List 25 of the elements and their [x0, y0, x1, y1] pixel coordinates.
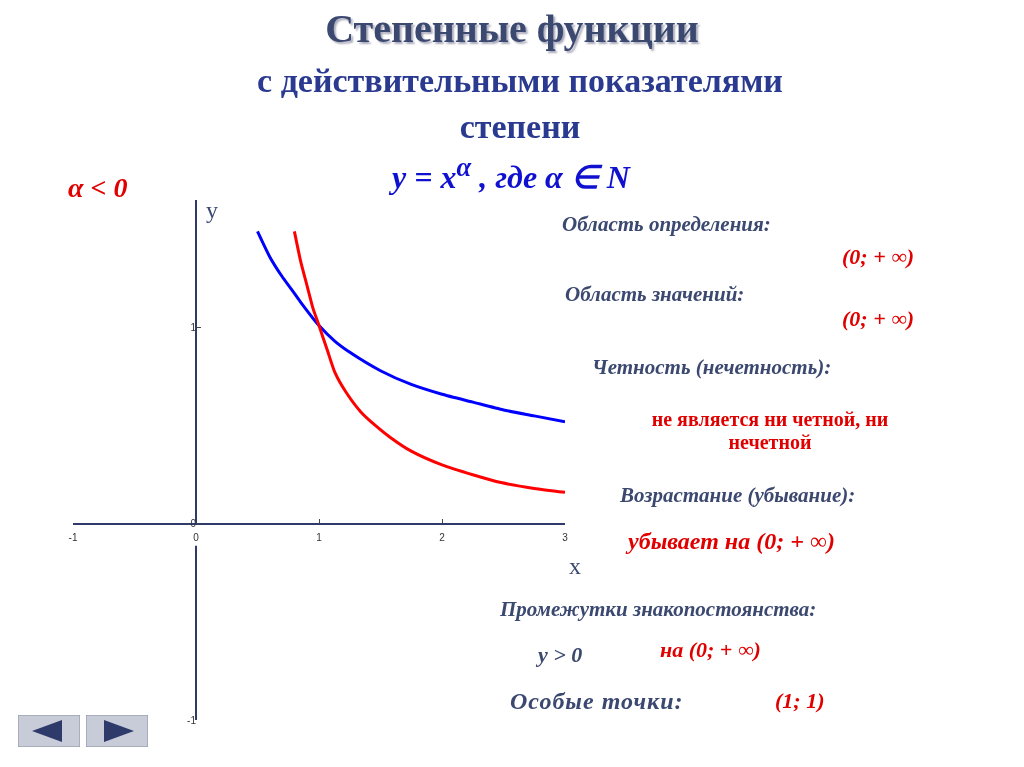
x-tick-label: -1: [68, 531, 78, 543]
x-tick-label: 3: [562, 531, 569, 543]
x-tick-label: 2: [439, 531, 446, 543]
y-tick-label: -1: [187, 714, 197, 726]
text: (0; + ∞): [842, 244, 915, 270]
x-axis-title: x: [569, 553, 581, 579]
annotation: Область значений:: [565, 282, 745, 307]
text: (0; + ∞): [842, 306, 915, 332]
text: Возрастание (убывание):: [620, 483, 856, 508]
text: Четность (нечетность):: [592, 355, 832, 380]
text: (1; 1): [775, 688, 825, 714]
annotation: Область определения:: [562, 212, 771, 237]
chart-title: Степенные функции: [324, 5, 700, 52]
text: на (0; + ∞): [660, 637, 761, 663]
y-tick-label: 1: [190, 322, 197, 334]
annotation: Промежутки знакопостоянства:: [500, 597, 817, 622]
line-series: [256, 229, 565, 424]
annotation: Особые точки:: [510, 688, 684, 715]
annotation: α < 0: [68, 172, 128, 204]
text: не является ни четной, ни нечетной: [650, 408, 890, 454]
annotation: y > 0: [538, 642, 583, 668]
y-axis-title: y: [206, 197, 218, 223]
x-tick-label: 1: [316, 531, 323, 543]
line-series: [292, 229, 565, 494]
chart-subtitle: с действительными показателями степени: [256, 61, 784, 147]
